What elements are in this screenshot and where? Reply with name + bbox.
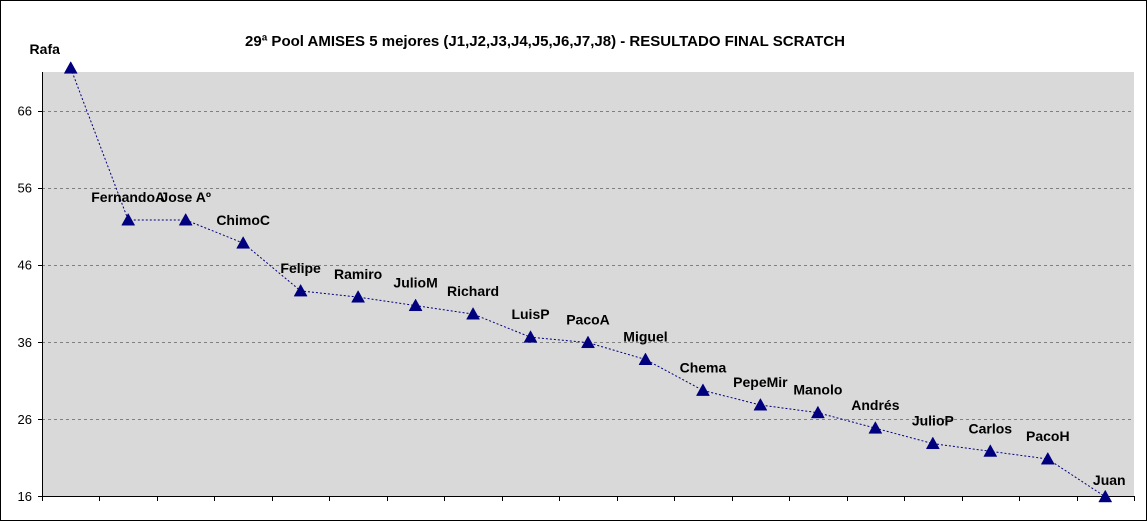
point-label: LuisP [511, 306, 549, 322]
data-point-marker [121, 212, 136, 226]
point-label: FernandoA [91, 189, 165, 205]
point-label: Chema [680, 359, 727, 375]
point-label: PacoH [1026, 428, 1070, 444]
data-point-marker [1098, 489, 1113, 503]
data-point-marker [63, 61, 78, 74]
data-point-marker [868, 421, 883, 434]
plot-area [42, 72, 1134, 496]
point-label: ChimoC [216, 212, 270, 228]
data-point-marker [523, 330, 538, 343]
data-point-marker [638, 352, 653, 365]
data-point-marker [581, 335, 595, 349]
point-label: Manolo [793, 382, 842, 398]
chart-title: 29ª Pool AMISES 5 mejores (J1,J2,J3,J4,J… [245, 33, 845, 50]
y-tick-label: 16 [18, 489, 32, 504]
y-tick-label: 46 [18, 258, 32, 273]
data-series [63, 61, 1113, 503]
y-tick-label: 66 [18, 104, 32, 119]
data-point-marker [810, 405, 825, 419]
data-point-marker [408, 298, 423, 312]
point-label: Juan [1093, 472, 1126, 488]
axes [42, 72, 1134, 497]
point-label: JulioP [912, 413, 954, 429]
data-point-marker [351, 290, 366, 303]
data-point-marker [293, 283, 308, 297]
data-point-marker [696, 383, 710, 396]
x-tick-marks [42, 496, 1135, 501]
point-label: Felipe [280, 260, 321, 276]
data-point-marker [178, 212, 193, 226]
point-label: Ramiro [334, 266, 382, 282]
y-tick-label: 56 [18, 181, 32, 196]
point-label: Carlos [969, 420, 1013, 436]
data-point-marker [1040, 451, 1055, 465]
y-tick-label: 36 [18, 335, 32, 350]
point-label: JulioM [393, 275, 437, 291]
point-label: PacoA [566, 312, 610, 328]
point-label: Miguel [623, 329, 667, 345]
data-point-marker [236, 236, 251, 249]
point-label: PepeMir [733, 374, 788, 390]
data-point-marker [983, 444, 998, 457]
data-point-marker [925, 436, 940, 450]
point-label: Jose Aº [160, 189, 211, 205]
data-point-marker [753, 398, 768, 411]
point-label: Andrés [851, 397, 899, 413]
y-tick-labels: 16 26 36 46 56 66 [18, 104, 42, 504]
point-label: Rafa [30, 41, 61, 57]
point-label: Richard [447, 283, 499, 299]
y-tick-label: 26 [18, 412, 32, 427]
data-point-marker [466, 307, 480, 320]
